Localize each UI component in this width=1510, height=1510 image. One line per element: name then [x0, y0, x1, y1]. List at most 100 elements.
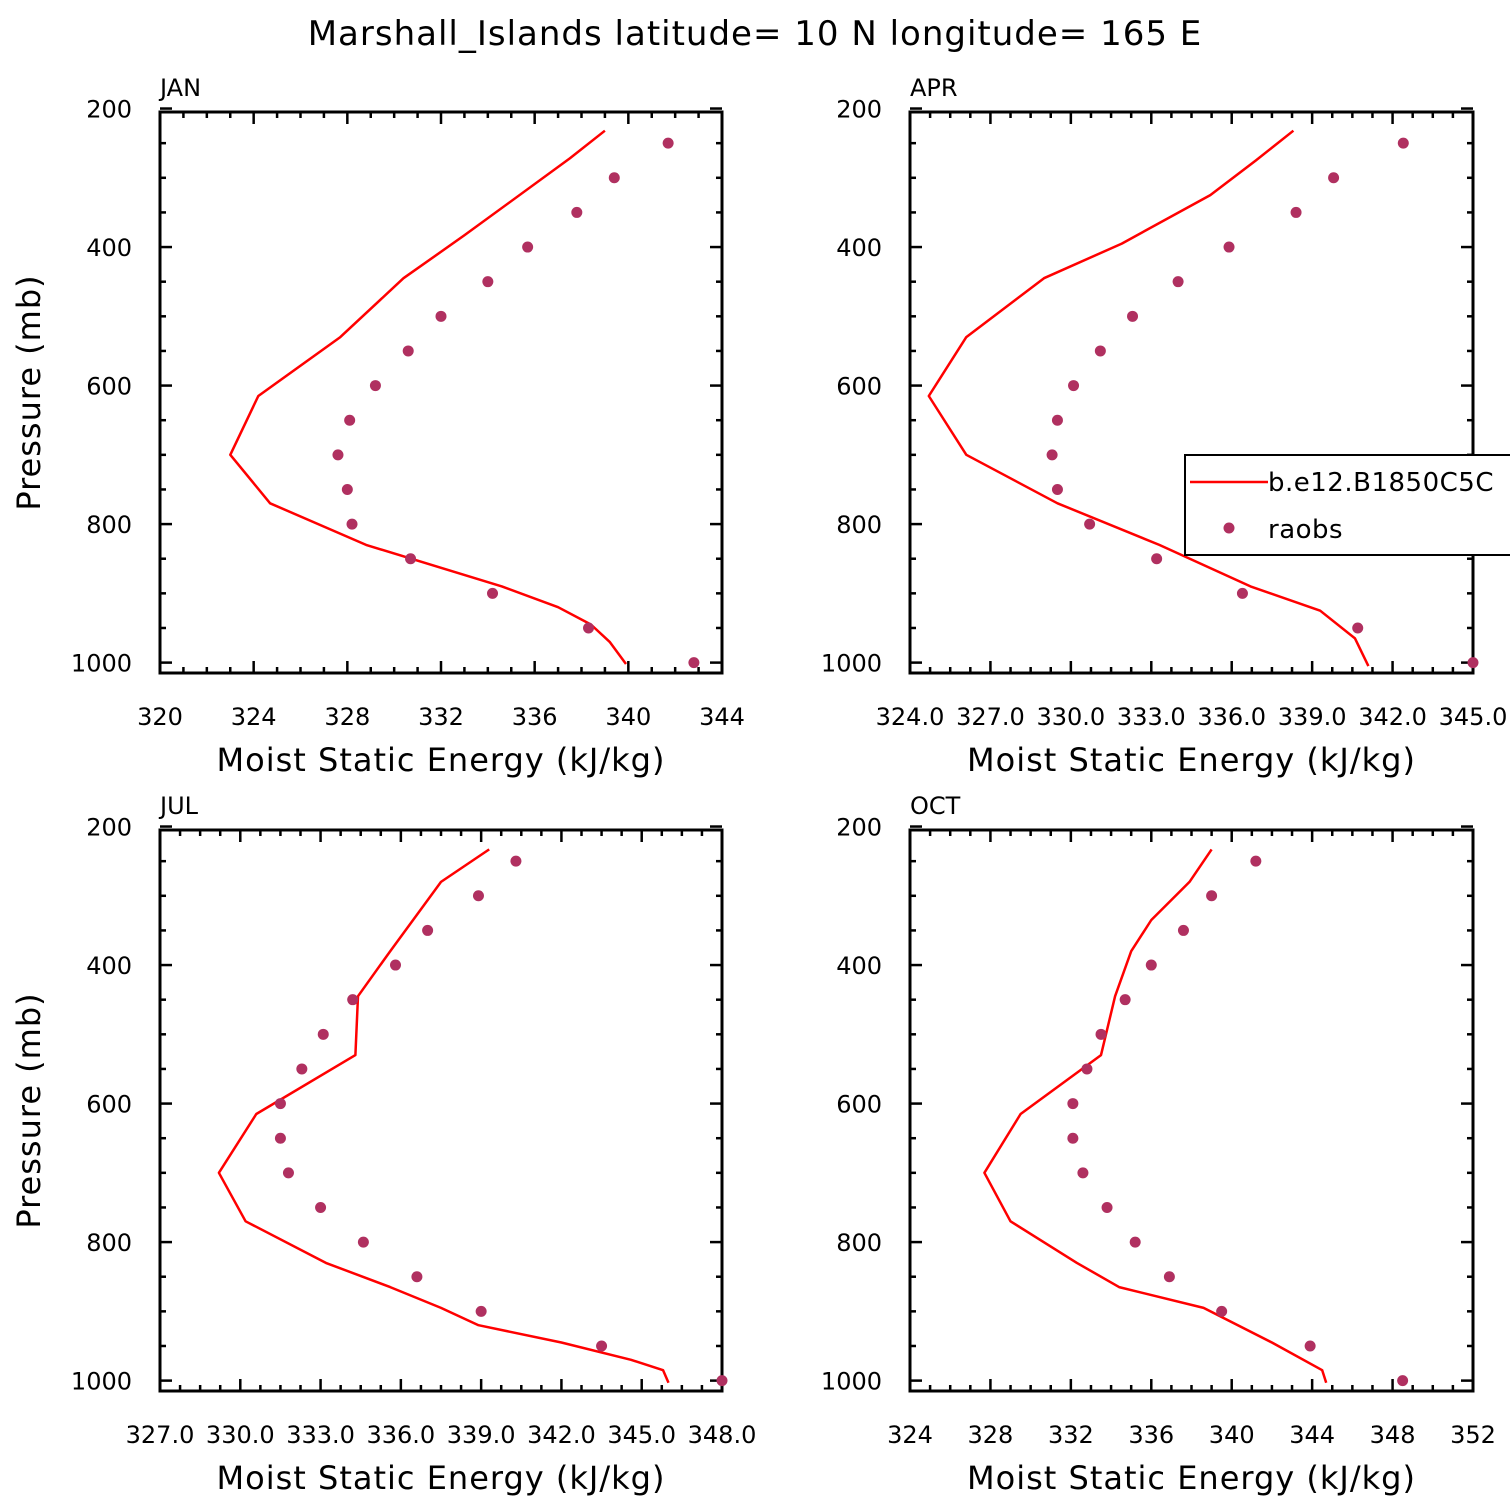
raobs-point — [402, 345, 414, 357]
panel-jul: JUL 327.0 330.0 333.0 336.0 339.0 342.0 345.0 34… — [10, 792, 756, 1497]
raobs-point — [596, 1340, 608, 1352]
plot-frame — [158, 110, 724, 675]
x-tick-label: 332 — [418, 703, 464, 731]
x-tick-label: 324.0 — [876, 703, 945, 731]
raobs-point — [1250, 855, 1262, 867]
y-axis-title: Pressure (mb) — [10, 274, 48, 510]
raobs-point — [716, 1375, 728, 1387]
panel-label: JUL — [158, 792, 199, 820]
x-tick-label: 330.0 — [206, 1421, 275, 1449]
raobs-point — [688, 657, 700, 669]
x-tick-label: 324 — [887, 1421, 933, 1449]
raobs-point — [1177, 924, 1189, 936]
model-profile-line — [217, 848, 670, 1384]
x-tick-label: 327.0 — [956, 703, 1025, 731]
y-tick-label: 400 — [836, 952, 882, 980]
panel-label: OCT — [910, 792, 961, 820]
legend-box — [1184, 454, 1510, 556]
raobs-point — [317, 1028, 329, 1040]
raobs-point — [296, 1063, 308, 1075]
panel-label: JAN — [158, 74, 201, 102]
y-tick-label: 400 — [86, 952, 132, 980]
y-tick-label: 800 — [86, 1229, 132, 1257]
model-profile-line — [983, 848, 1328, 1384]
y-tick-label: 400 — [86, 234, 132, 262]
x-tick-label: 320 — [137, 703, 183, 731]
raobs-point — [1290, 206, 1302, 218]
raobs-point — [274, 1098, 286, 1110]
raobs-point — [1151, 553, 1163, 565]
raobs-point — [435, 310, 447, 322]
x-tick-label: 342.0 — [1358, 703, 1427, 731]
y-tick-label: 600 — [836, 1091, 882, 1119]
raobs-point — [357, 1236, 369, 1248]
x-tick-label: 344 — [699, 703, 745, 731]
x-tick-label: 345.0 — [1439, 703, 1508, 731]
x-tick-label: 336.0 — [1197, 703, 1266, 731]
x-tick-label: 340 — [1209, 1421, 1255, 1449]
x-tick-label: 339.0 — [447, 1421, 516, 1449]
y-tick-label: 200 — [836, 814, 882, 842]
raobs-point — [510, 855, 522, 867]
legend-raobs-label: raobs — [1268, 515, 1343, 545]
raobs-point — [1397, 1375, 1409, 1387]
x-tick-label: 342.0 — [527, 1421, 596, 1449]
raobs-point — [1172, 276, 1184, 288]
raobs-point — [482, 276, 494, 288]
raobs-point — [411, 1271, 423, 1283]
y-tick-label: 1000 — [821, 650, 882, 678]
raobs-point — [347, 994, 359, 1006]
raobs-point — [422, 924, 434, 936]
x-tick-label: 333.0 — [1117, 703, 1186, 731]
raobs-point — [1236, 587, 1248, 599]
raobs-point — [405, 553, 417, 565]
y-tick-label: 1000 — [71, 1368, 132, 1396]
raobs-point — [1067, 1098, 1079, 1110]
x-axis-title: Moist Static Energy (kJ/kg) — [967, 741, 1416, 779]
y-tick-label: 800 — [836, 511, 882, 539]
y-tick-label: 600 — [836, 373, 882, 401]
raobs-point — [662, 137, 674, 149]
x-tick-label: 332 — [1048, 1421, 1094, 1449]
raobs-point — [1101, 1201, 1113, 1213]
raobs-point — [475, 1305, 487, 1317]
figure-title: Marshall_Islands latitude= 10 N longitud… — [308, 14, 1203, 54]
panel-label: APR — [910, 74, 958, 102]
x-tick-label: 327.0 — [126, 1421, 195, 1449]
model-profile-line — [229, 129, 628, 665]
x-tick-label: 328 — [968, 1421, 1014, 1449]
raobs-point — [1051, 414, 1063, 426]
raobs-point — [1397, 137, 1409, 149]
y-tick-label: 600 — [86, 373, 132, 401]
raobs-point — [369, 380, 381, 392]
y-tick-label: 1000 — [821, 1368, 882, 1396]
x-tick-label: 348.0 — [688, 1421, 757, 1449]
raobs-point — [1119, 994, 1131, 1006]
raobs-point — [1067, 1132, 1079, 1144]
x-tick-label: 339.0 — [1278, 703, 1347, 731]
raobs-point — [1216, 1305, 1228, 1317]
raobs-point — [472, 890, 484, 902]
panel-jan: JAN 320 324 328 332 336 340 344 200 400 600 800 1000… — [10, 74, 745, 779]
x-tick-label: 336 — [512, 703, 558, 731]
raobs-point — [1095, 1028, 1107, 1040]
y-axis-title: Pressure (mb) — [10, 992, 48, 1228]
x-tick-label: 324 — [231, 703, 277, 731]
x-tick-label: 345.0 — [607, 1421, 676, 1449]
model-profile-line — [927, 129, 1370, 667]
x-axis-title: Moist Static Energy (kJ/kg) — [967, 1459, 1416, 1497]
raobs-point — [1467, 657, 1479, 669]
legend: b.e12.B1850C5C raobs — [1184, 454, 1510, 556]
raobs-point — [522, 241, 534, 253]
raobs-point — [390, 959, 402, 971]
x-tick-label: 328 — [324, 703, 370, 731]
y-tick-label: 800 — [86, 511, 132, 539]
x-tick-label: 348 — [1370, 1421, 1416, 1449]
y-tick-label: 200 — [836, 96, 882, 124]
raobs-point — [1127, 310, 1139, 322]
raobs-point — [344, 414, 356, 426]
raobs-point — [1081, 1063, 1093, 1075]
x-tick-label: 352 — [1450, 1421, 1496, 1449]
raobs-point — [315, 1201, 327, 1213]
